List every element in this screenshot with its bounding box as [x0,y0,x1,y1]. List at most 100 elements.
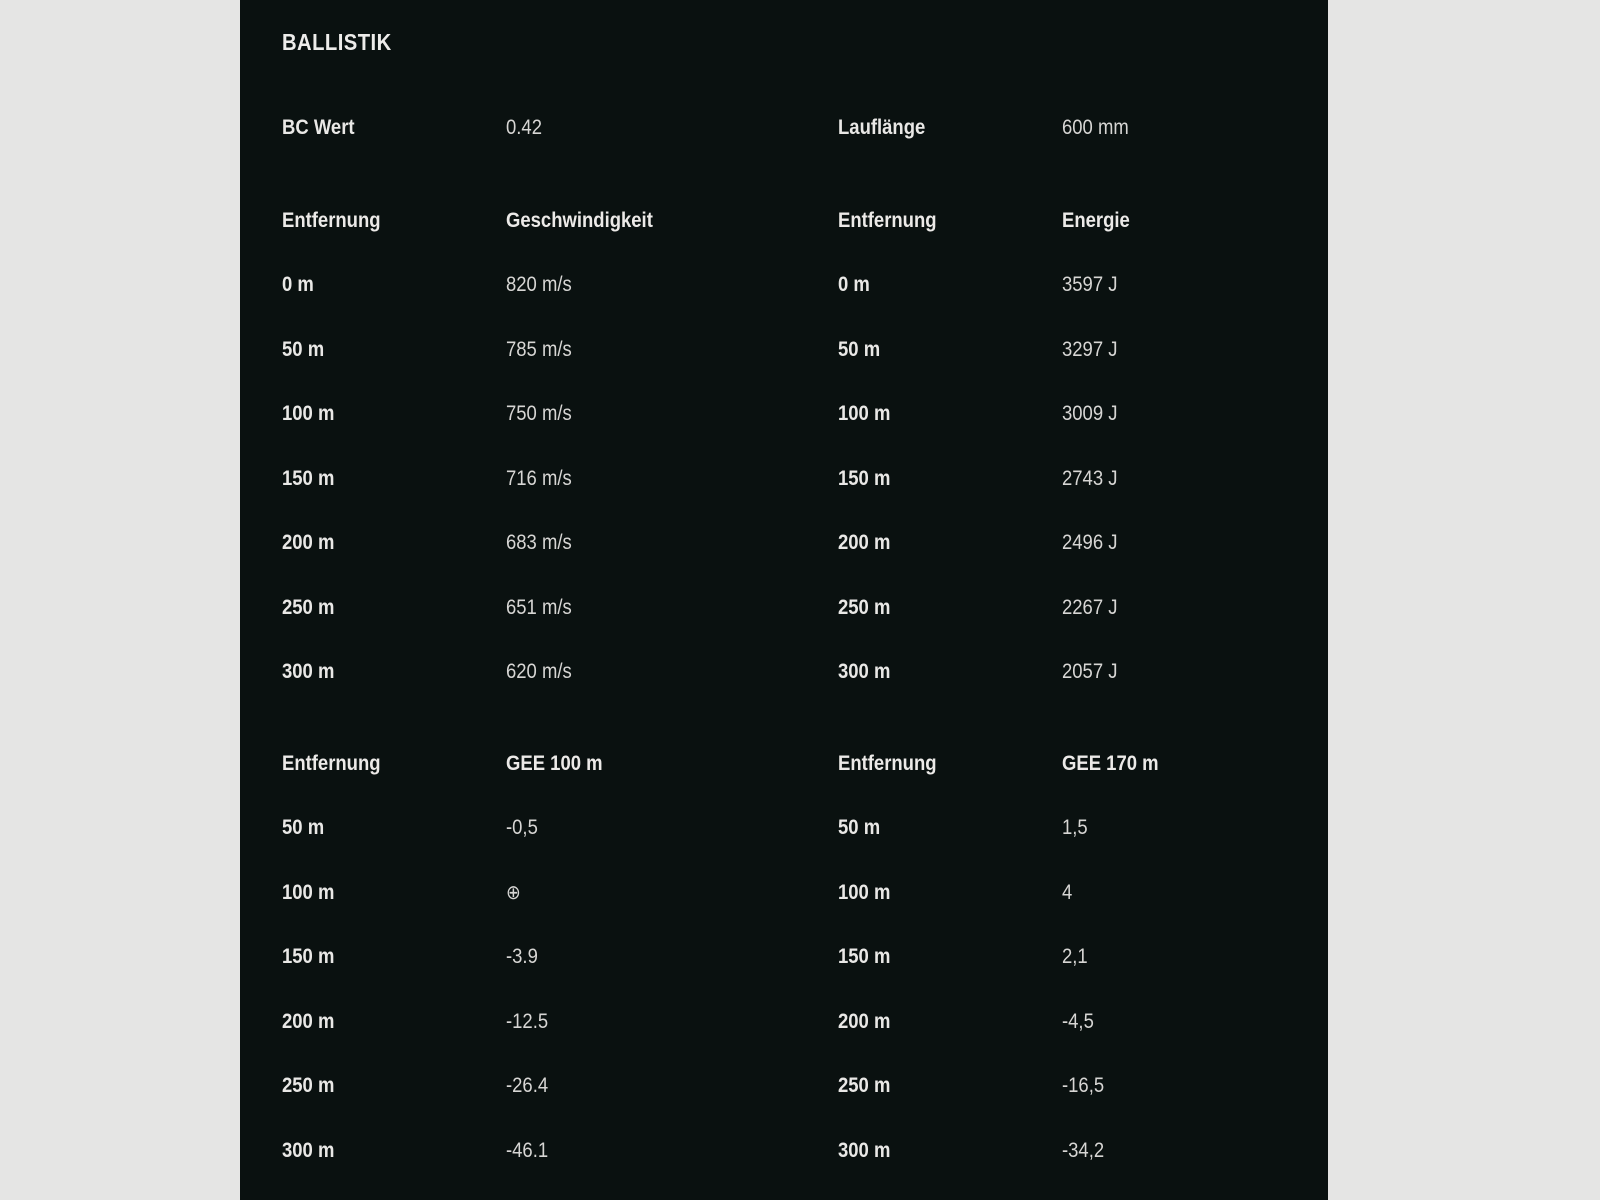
gee170-text: 2,1 [1062,945,1088,969]
distance-text: 50 m [838,816,881,840]
distance-text: 250 m [838,595,891,619]
distance-cell: 150 m [282,945,506,969]
table-row: 200 m 683 m/s 200 m 2496 J [240,511,1328,576]
distance-text: 300 m [282,660,335,684]
energy-text: 2743 J [1062,466,1118,490]
gee170-cell: -16,5 [1062,1074,1328,1098]
energy-row: 150 m 2743 J [784,467,1328,491]
distance-text: 50 m [282,337,325,361]
zero-crosshair-glyph: ⊕ [506,882,521,905]
distance-cell: 50 m [282,338,506,362]
distance-cell: 50 m [838,338,1062,362]
gee-section: Entfernung GEE 100 m Entfernung GEE 170 … [240,732,1328,1184]
gee100-row: 300 m -46.1 [240,1139,784,1163]
gee100-cell: -3.9 [506,945,784,969]
info-row: BC Wert 0.42 Lauflänge 600 mm [240,96,1328,161]
gee100-cell: -46.1 [506,1139,784,1163]
distance-cell: 100 m [282,881,506,905]
velocity-text: 716 m/s [506,466,572,490]
velocity-cell: 683 m/s [506,531,784,555]
bc-label: BC Wert [282,116,506,140]
distance-text: 200 m [838,1009,891,1033]
velocity-cell: 620 m/s [506,660,784,684]
distance-text: 250 m [838,1074,891,1098]
gee100-cell: -12.5 [506,1010,784,1034]
energy-text: 2496 J [1062,531,1118,555]
distance-cell: 300 m [282,1139,506,1163]
gee170-row: 50 m 1,5 [784,816,1328,840]
velocity-row: 200 m 683 m/s [240,531,784,555]
distance-cell: 100 m [838,881,1062,905]
gee170-text: 1,5 [1062,816,1088,840]
velocity-row: 300 m 620 m/s [240,660,784,684]
column-header-distance-text: Entfernung [282,751,381,775]
table-row: 250 m 651 m/s 250 m 2267 J [240,576,1328,641]
barrel-length-value: 600 mm [1062,116,1328,140]
distance-cell: 150 m [282,467,506,491]
distance-text: 250 m [282,1074,335,1098]
distance-cell: 250 m [282,1074,506,1098]
column-header-distance: Entfernung [838,752,1062,776]
column-header-velocity-text: Geschwindigkeit [506,208,653,232]
column-header-distance: Entfernung [838,209,1062,233]
table-header-row: Entfernung Geschwindigkeit Entfernung En… [240,189,1328,254]
velocity-cell: 820 m/s [506,273,784,297]
energy-cell: 3009 J [1062,402,1328,426]
distance-text: 0 m [282,273,314,297]
gee170-cell: 2,1 [1062,945,1328,969]
column-header-distance-text: Entfernung [282,208,381,232]
gee100-cell: -0,5 [506,816,784,840]
distance-cell: 200 m [282,531,506,555]
gee170-text: -16,5 [1062,1074,1105,1098]
distance-text: 200 m [282,1009,335,1033]
distance-cell: 250 m [282,596,506,620]
distance-text: 150 m [838,466,891,490]
table-row: 100 m ⊕ 100 m 4 [240,861,1328,926]
gee100-text: -12.5 [506,1009,549,1033]
table-row: 50 m -0,5 50 m 1,5 [240,796,1328,861]
gee170-text: 4 [1062,880,1073,904]
table-row: 50 m 785 m/s 50 m 3297 J [240,318,1328,383]
gee100-row: 150 m -3.9 [240,945,784,969]
gee100-row: 100 m ⊕ [240,880,784,905]
distance-cell: 300 m [282,660,506,684]
column-header-distance: Entfernung [282,209,506,233]
energy-cell: 3297 J [1062,338,1328,362]
velocity-row: 100 m 750 m/s [240,402,784,426]
energy-text: 3597 J [1062,273,1118,297]
distance-text: 0 m [838,273,870,297]
energy-text: 2057 J [1062,660,1118,684]
bc-value-text: 0.42 [506,116,542,140]
table-row: 300 m 620 m/s 300 m 2057 J [240,640,1328,705]
energy-row: 50 m 3297 J [784,338,1328,362]
table-row: 250 m -26.4 250 m -16,5 [240,1054,1328,1119]
column-header-gee170-text: GEE 170 m [1062,751,1159,775]
distance-text: 200 m [282,531,335,555]
table-header-row: Entfernung GEE 100 m Entfernung GEE 170 … [240,732,1328,797]
gee170-cell: 4 [1062,881,1328,905]
distance-text: 300 m [282,1138,335,1162]
velocity-cell: 651 m/s [506,596,784,620]
distance-text: 100 m [838,880,891,904]
velocity-row: 150 m 716 m/s [240,467,784,491]
gee170-text: -4,5 [1062,1009,1094,1033]
ballistics-panel: BALLISTIK BC Wert 0.42 Lauflänge 600 mm … [240,0,1328,1200]
energy-row: 0 m 3597 J [784,273,1328,297]
table-row: 0 m 820 m/s 0 m 3597 J [240,253,1328,318]
column-header-velocity: Geschwindigkeit [506,209,784,233]
energy-cell: 2267 J [1062,596,1328,620]
table-row: 150 m 716 m/s 150 m 2743 J [240,447,1328,512]
page-title: BALLISTIK [240,30,1328,54]
distance-cell: 50 m [838,816,1062,840]
velocity-cell: 716 m/s [506,467,784,491]
column-header-gee100: GEE 100 m [506,752,784,776]
zero-crosshair-icon: ⊕ [506,880,784,905]
info-barrel-length: Lauflänge 600 mm [784,116,1328,140]
distance-cell: 200 m [282,1010,506,1034]
barrel-length-label-text: Lauflänge [838,116,926,140]
energy-text: 3009 J [1062,402,1118,426]
barrel-length-value-text: 600 mm [1062,116,1129,140]
column-header-energy: Energie [1062,209,1328,233]
gee170-row: 150 m 2,1 [784,945,1328,969]
energy-text: 2267 J [1062,595,1118,619]
